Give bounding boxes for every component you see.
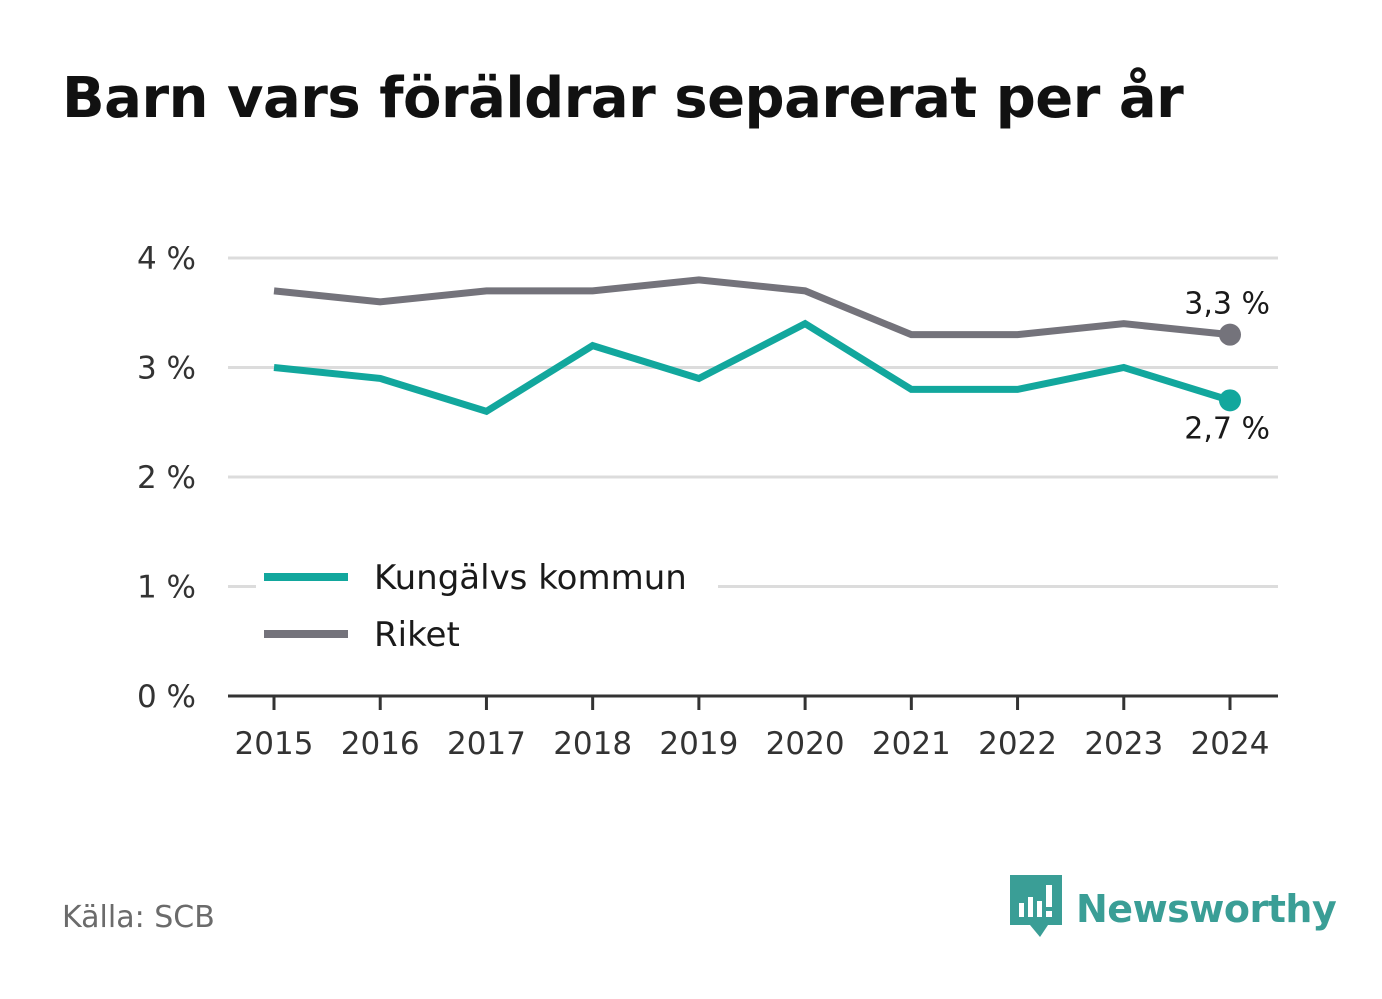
legend-label: Kungälvs kommun [374,558,687,598]
series-end-point [1219,389,1241,412]
series-line [273,276,1231,339]
x-tick-label: 2017 [447,726,526,762]
gridlines [228,256,1278,588]
x-tick-label: 2016 [341,726,420,762]
x-tick-label: 2019 [659,726,738,762]
x-tick-label: 2024 [1191,726,1270,762]
data-label: 2,7 % [1184,411,1270,446]
x-tick-label: 2023 [1084,726,1163,762]
x-tick-label: 2022 [978,726,1057,762]
legend-background [256,548,718,660]
y-tick-label: 4 % [137,241,196,277]
x-tick-label: 2015 [235,726,314,762]
series-lines: 2,7 % 3,3 % [273,276,1270,446]
y-tick-label: 2 % [137,460,196,496]
data-label: 3,3 % [1184,287,1270,322]
x-tick-label: 2018 [553,726,632,762]
series-end-point [1219,323,1241,346]
series-line [273,319,1232,416]
x-tick-label: 2021 [872,726,951,762]
chart-title: Barn vars föräldrar separerat per år [62,66,1184,131]
y-tick-label: 1 % [137,570,196,606]
brand-logo: Newsworthy [1010,875,1337,943]
source-note: Källa: SCB [62,900,215,935]
y-tick-label: 3 % [137,351,196,387]
x-tick-label: 2020 [766,726,845,762]
legend-label: Riket [374,615,460,655]
brand-name: Newsworthy [1076,887,1337,931]
x-axis: 2015 2016 2017 2018 2019 2020 2021 2022 2023 2024 [228,694,1278,762]
newsworthy-logo-icon [1010,875,1062,943]
y-axis: 0 % 1 % 2 % 3 % 4 % [137,241,196,715]
legend: Kungälvs kommun Riket [256,548,718,660]
y-tick-label: 0 % [137,679,196,715]
